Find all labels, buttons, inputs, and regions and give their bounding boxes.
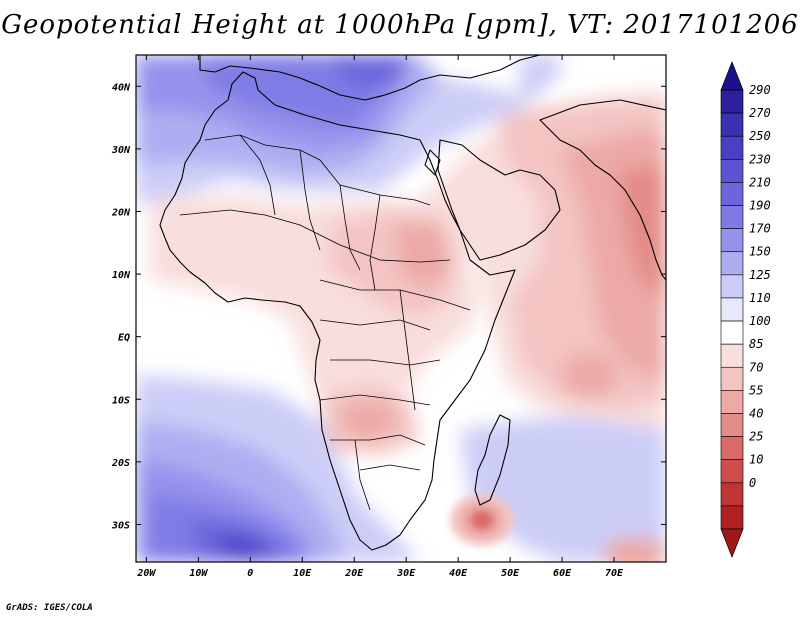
mediterranean-coastline [199,55,541,101]
y-tick-label: 30S [111,520,130,531]
field-red-central-3 [395,225,450,290]
colorbar-swatch [720,297,744,322]
colorbar-swatch [720,89,744,114]
colorbar-swatch [720,320,744,345]
border-central-2 [319,319,431,331]
y-tick-label: 10S [112,395,130,406]
colorbar-swatch [720,251,744,276]
colorbar-label: 210 [749,175,771,189]
colorbar-swatch [720,112,744,137]
height-field [136,55,666,562]
map-title: Geopotential Height at 1000hPa [gpm], VT… [1,10,799,40]
x-tick-label: 40E [449,568,468,579]
y-tick-label: 40N [112,82,131,93]
colorbar-label: 125 [749,268,771,282]
colorbar-swatch [720,505,744,530]
field-blue-north-5 [330,55,410,90]
border-namibia-sa [354,439,371,511]
border-chad [339,184,361,271]
field-red-southeast-patch [603,537,666,562]
colorbar-label: 150 [749,245,771,259]
y-tick-label: 10N [112,270,131,281]
colorbar-label: 25 [749,430,763,444]
country-borders [179,134,471,511]
x-tick-label: 20E [344,568,364,579]
colorbar-swatch [720,182,744,206]
border-east-africa [399,289,416,411]
colorbar-label: 85 [749,337,763,351]
field-blue-south-core [215,535,275,558]
colorbar-label: 110 [749,291,771,305]
coastlines [159,55,666,551]
colorbar-swatch [720,159,744,183]
colorbar-label: 100 [749,314,771,328]
border-sahel [179,209,451,263]
field-red-india [620,165,666,300]
x-tick-label: 60E [553,568,572,579]
border-south-africa [359,464,421,471]
axis-ticks [136,55,666,562]
border-niger [299,149,321,251]
colorbar-swatch [720,135,744,160]
colorbar-label: 230 [749,152,771,166]
colorbar-label: 10 [749,453,763,467]
colorbar-bottom-arrow [720,528,744,558]
border-sahara-north [204,134,431,206]
colorbar-swatch [720,390,744,414]
colorbar-swatch [720,482,744,507]
colorbar-swatch [720,413,744,437]
colorbar-label: 40 [749,406,763,420]
border-angola-zambia [319,394,431,406]
colorbar-swatch [720,274,744,299]
y-tick-label: EQ [118,333,130,344]
border-congo-south [330,359,441,366]
x-tick-label: 10W [189,568,208,579]
field-red-zambia-core [340,400,400,440]
y-tick-label: 20S [111,458,130,469]
field-red-ocean-patch [562,353,618,397]
colorbar-label: 190 [749,199,771,213]
madagascar-coastline [474,414,511,506]
colorbar-swatch [720,228,744,253]
x-tick-label: 20W [136,568,156,579]
colorbar-top-arrow [720,61,744,91]
x-tick-label: 70E [605,568,624,579]
colorbar-label: 290 [749,83,771,97]
colorbar-label: 270 [749,106,771,120]
plot-frame [135,54,667,563]
border-namibia-botswana [330,434,426,446]
x-tick-label: 10E [293,568,312,579]
africa-coastline [159,71,516,551]
colorbar-swatch [720,343,744,368]
colorbar-label: 70 [749,360,763,374]
x-tick-label: 50E [501,568,520,579]
red-sea-coastline [424,149,441,176]
colorbar-label: 250 [749,129,771,143]
iran-india-coastline [539,99,666,281]
colorbar-swatch [720,436,744,460]
colorbar-swatch [720,205,744,229]
y-tick-label: 30N [111,145,131,156]
border-sudan [369,194,381,291]
colorbar: 2902702502302101901701501251101008570554… [720,61,771,558]
x-tick-label: 30E [396,568,416,579]
software-credit: GrADS: IGES/COLA [6,603,93,613]
arabia-coastline [437,139,561,261]
axis-labels: 20W 10W 0 10E 20E 30E 40E 50E 60E 70E 40N 30N 20N 10N… [111,82,624,579]
y-tick-label: 20N [111,207,131,218]
field-madagascar-high-core [470,510,494,530]
colorbar-label: 55 [749,383,763,397]
x-tick-label: 0 [247,568,253,579]
colorbar-swatch [720,459,744,484]
colorbar-swatch [720,366,744,391]
colorbar-label: 170 [749,222,771,236]
border-algeria-mali [239,134,276,216]
colorbar-label: 0 [749,476,756,490]
